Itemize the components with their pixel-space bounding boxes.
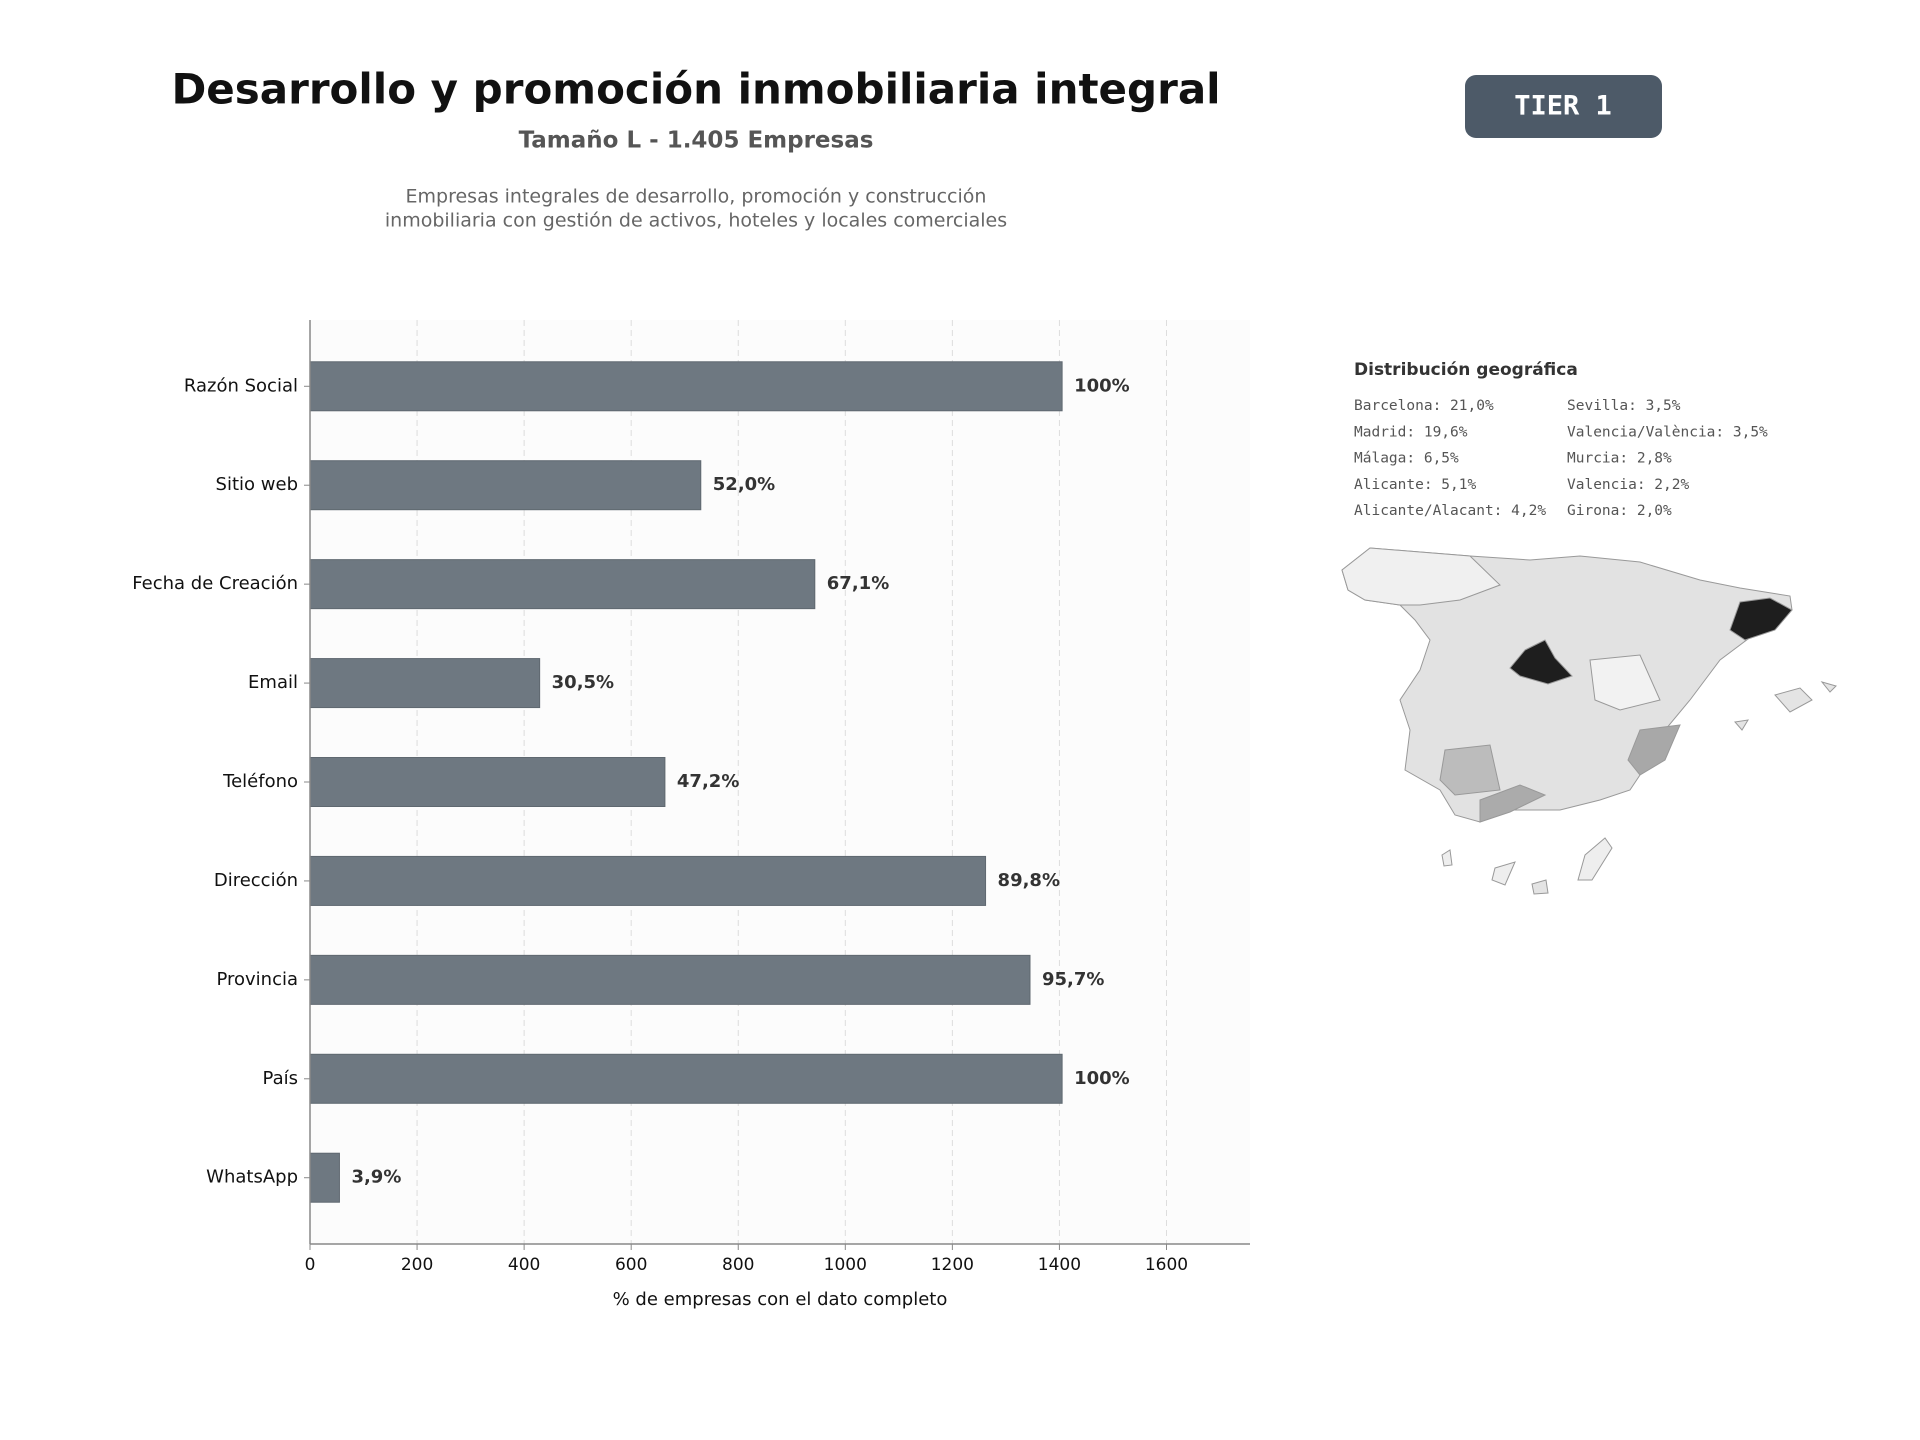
map-island xyxy=(1820,681,1837,693)
bar xyxy=(309,361,1063,412)
geo-item: Valencia: 2,2% xyxy=(1567,477,1689,493)
map-island xyxy=(1491,861,1516,886)
value-label: 3,9% xyxy=(351,1167,401,1188)
badge-text: TIER 1 xyxy=(1514,91,1612,122)
bar xyxy=(309,855,987,906)
bar xyxy=(309,658,541,709)
map-island xyxy=(1531,879,1549,895)
geo-item: Alicante/Alacant: 4,2% xyxy=(1354,503,1546,519)
geo-item: Madrid: 19,6% xyxy=(1354,424,1468,440)
description: Empresas integrales de desarrollo, promo… xyxy=(406,186,987,208)
y-tick-label: Email xyxy=(248,672,298,693)
map-island xyxy=(1441,849,1453,867)
value-label: 89,8% xyxy=(998,870,1060,891)
y-tick-label: Fecha de Creación xyxy=(132,573,298,594)
y-tick-label: WhatsApp xyxy=(206,1167,298,1188)
x-tick-label: 1400 xyxy=(1038,1255,1081,1275)
map-island xyxy=(1774,687,1813,713)
map-malaga xyxy=(1479,784,1547,823)
x-tick-label: 1200 xyxy=(931,1255,974,1275)
geo-item: Valencia/València: 3,5% xyxy=(1567,424,1768,440)
value-label: 47,2% xyxy=(677,771,739,792)
value-label: 100% xyxy=(1074,1068,1130,1089)
bar xyxy=(309,559,816,610)
geo-item: Alicante: 5,1% xyxy=(1354,477,1476,493)
y-tick-label: Provincia xyxy=(216,969,298,990)
y-tick-label: Teléfono xyxy=(222,771,298,792)
map-madrid xyxy=(1509,639,1573,685)
description: inmobiliaria con gestión de activos, hot… xyxy=(385,210,1007,232)
y-tick-label: País xyxy=(263,1068,298,1089)
y-tick-label: Sitio web xyxy=(216,474,298,495)
geo-item: Girona: 2,0% xyxy=(1567,503,1672,519)
map xyxy=(1341,547,1837,895)
x-tick-label: 200 xyxy=(401,1255,433,1275)
map-alicante xyxy=(1627,724,1681,776)
bar xyxy=(309,757,666,807)
x-tick-label: 1000 xyxy=(824,1255,867,1275)
value-label: 30,5% xyxy=(552,672,614,693)
map-region xyxy=(1341,547,1501,606)
value-label: 67,1% xyxy=(827,573,889,594)
geo-item: Málaga: 6,5% xyxy=(1354,451,1459,467)
value-label: 52,0% xyxy=(713,474,775,495)
subtitle: Tamaño L - 1.405 Empresas xyxy=(519,128,874,154)
bar xyxy=(309,1152,340,1203)
x-tick-label: 0 xyxy=(305,1255,316,1275)
x-tick-label: 400 xyxy=(508,1255,540,1275)
value-label: 95,7% xyxy=(1042,969,1104,990)
bar xyxy=(309,954,1031,1005)
y-tick-label: Dirección xyxy=(214,870,298,891)
bar xyxy=(309,1053,1063,1104)
geo-item: Sevilla: 3,5% xyxy=(1567,398,1681,414)
x-axis-label: % de empresas con el dato completo xyxy=(613,1289,948,1310)
x-tick-label: 800 xyxy=(722,1255,754,1275)
map-island xyxy=(1577,837,1613,881)
value-label: 100% xyxy=(1074,375,1130,396)
map-barcelona xyxy=(1729,597,1793,641)
x-tick-label: 600 xyxy=(615,1255,647,1275)
title: Desarrollo y promoción inmobiliaria inte… xyxy=(171,65,1220,114)
bar xyxy=(309,460,702,511)
geo-item: Barcelona: 21,0% xyxy=(1354,398,1494,414)
badge xyxy=(1465,75,1662,138)
x-tick-label: 1600 xyxy=(1145,1255,1188,1275)
map-region xyxy=(1589,654,1661,711)
geo-title: Distribución geográfica xyxy=(1354,360,1578,380)
y-tick-label: Razón Social xyxy=(184,375,298,396)
map-region xyxy=(1439,744,1501,796)
geo-item: Murcia: 2,8% xyxy=(1567,451,1672,467)
map-island xyxy=(1734,719,1749,731)
